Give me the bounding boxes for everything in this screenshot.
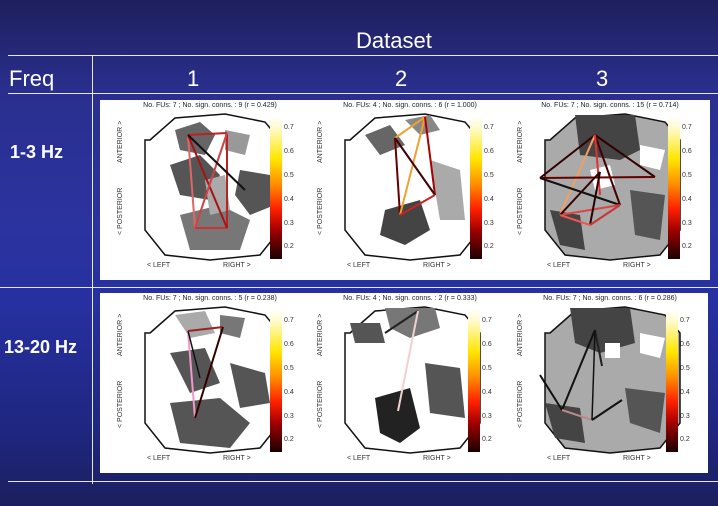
left-label: < LEFT	[147, 455, 171, 462]
colorbar-tick: 0.5	[682, 172, 692, 179]
panel-title: No. FUs: 7 ; No. sign. conns. : 9 (r = 0…	[143, 102, 277, 109]
dataset-header: Dataset	[356, 28, 432, 53]
freq-header: Freq	[9, 66, 55, 91]
colorbar-tick: 0.7	[482, 317, 492, 324]
posterior-label: < POSTERIOR	[117, 187, 124, 235]
colorbar-tick: 0.4	[682, 196, 692, 203]
anterior-label: ANTERIOR >	[517, 313, 524, 356]
colorbar-tick: 0.6	[680, 341, 690, 348]
brain-map-panel-r2-c1: No. FUs: 7 ; No. sign. conns. : 5 (r = 0…	[110, 293, 310, 468]
header-divider-bottom	[8, 93, 718, 94]
colorbar-tick: 0.4	[680, 389, 690, 396]
colorbar-tick: 0.7	[284, 124, 294, 131]
posterior-label: < POSTERIOR	[117, 380, 124, 428]
brain-map-panel-r1-c2: No. FUs: 4 ; No. sign. conns. : 6 (r = 1…	[310, 100, 510, 275]
posterior-label: < POSTERIOR	[517, 380, 524, 428]
anterior-label: ANTERIOR >	[317, 120, 324, 163]
colorbar	[470, 116, 482, 259]
colorbar-tick: 0.4	[284, 196, 294, 203]
colorbar	[666, 309, 678, 452]
colorbar-tick: 0.7	[484, 124, 494, 131]
brain-map	[344, 306, 481, 454]
right-label: RIGHT >	[223, 455, 251, 462]
panel-title: No. FUs: 4 ; No. sign. conns. : 6 (r = 1…	[343, 102, 477, 109]
colorbar-tick: 0.5	[680, 365, 690, 372]
colorbar-tick: 0.2	[482, 436, 492, 443]
colorbar-tick: 0.4	[482, 389, 492, 396]
brain-map	[144, 113, 281, 261]
colorbar-tick: 0.5	[284, 365, 294, 372]
column-header-2: 2	[395, 66, 408, 91]
colorbar	[468, 309, 480, 452]
colorbar-tick: 0.7	[682, 124, 692, 131]
row-divider	[0, 287, 718, 288]
right-label: RIGHT >	[423, 262, 451, 269]
right-label: RIGHT >	[223, 262, 251, 269]
colorbar	[270, 116, 282, 259]
right-label: RIGHT >	[623, 455, 651, 462]
colorbar-tick: 0.3	[482, 413, 492, 420]
colorbar-tick: 0.2	[682, 243, 692, 250]
colorbar-tick: 0.5	[484, 172, 494, 179]
colorbar-tick: 0.2	[484, 243, 494, 250]
header-divider-top	[8, 55, 718, 56]
colorbar-tick: 0.2	[680, 436, 690, 443]
brain-map	[344, 113, 481, 261]
colorbar-tick: 0.6	[284, 341, 294, 348]
colorbar-tick: 0.6	[682, 148, 692, 155]
freq-label-row-1: 1-3 Hz	[10, 142, 64, 162]
anterior-label: ANTERIOR >	[117, 313, 124, 356]
brain-map-panel-r1-c1: No. FUs: 7 ; No. sign. conns. : 9 (r = 0…	[110, 100, 310, 275]
panel-title: No. FUs: 7 ; No. sign. conns. : 6 (r = 0…	[543, 295, 677, 302]
colorbar-tick: 0.3	[682, 220, 692, 227]
right-label: RIGHT >	[623, 262, 651, 269]
colorbar-tick: 0.2	[284, 243, 294, 250]
freq-column-divider	[92, 56, 93, 484]
colorbar-tick: 0.3	[284, 413, 294, 420]
left-label: < LEFT	[347, 262, 371, 269]
freq-label-row-2: 13-20 Hz	[4, 337, 78, 357]
brain-map	[539, 113, 681, 261]
anterior-label: ANTERIOR >	[517, 120, 524, 163]
colorbar-tick: 0.5	[284, 172, 294, 179]
brain-map-panel-r1-c3: No. FUs: 7 ; No. sign. conns. : 15 (r = …	[510, 100, 710, 275]
colorbar-tick: 0.6	[284, 148, 294, 155]
colorbar-tick: 0.4	[484, 196, 494, 203]
colorbar	[270, 309, 282, 452]
posterior-label: < POSTERIOR	[517, 187, 524, 235]
table-bottom-line	[8, 481, 718, 482]
anterior-label: ANTERIOR >	[317, 313, 324, 356]
left-label: < LEFT	[547, 455, 571, 462]
colorbar-tick: 0.7	[284, 317, 294, 324]
left-label: < LEFT	[547, 262, 571, 269]
right-label: RIGHT >	[423, 455, 451, 462]
colorbar-tick: 0.6	[484, 148, 494, 155]
column-header-3: 3	[596, 66, 609, 91]
colorbar	[668, 116, 680, 259]
anterior-label: ANTERIOR >	[117, 120, 124, 163]
colorbar-tick: 0.7	[680, 317, 690, 324]
panel-title: No. FUs: 4 ; No. sign. conns. : 2 (r = 0…	[343, 295, 477, 302]
colorbar-tick: 0.3	[284, 220, 294, 227]
colorbar-tick: 0.4	[284, 389, 294, 396]
colorbar-tick: 0.2	[284, 436, 294, 443]
colorbar-tick: 0.3	[680, 413, 690, 420]
brain-map-panel-r2-c3: No. FUs: 7 ; No. sign. conns. : 6 (r = 0…	[510, 293, 710, 468]
column-header-1: 1	[187, 66, 200, 91]
posterior-label: < POSTERIOR	[317, 380, 324, 428]
posterior-label: < POSTERIOR	[317, 187, 324, 235]
brain-map-panel-r2-c2: No. FUs: 4 ; No. sign. conns. : 2 (r = 0…	[310, 293, 510, 468]
panel-title: No. FUs: 7 ; No. sign. conns. : 15 (r = …	[541, 102, 679, 109]
brain-map	[144, 306, 281, 454]
brain-map	[539, 306, 681, 454]
left-label: < LEFT	[347, 455, 371, 462]
colorbar-tick: 0.5	[482, 365, 492, 372]
colorbar-tick: 0.6	[482, 341, 492, 348]
panel-title: No. FUs: 7 ; No. sign. conns. : 5 (r = 0…	[143, 295, 277, 302]
colorbar-tick: 0.3	[484, 220, 494, 227]
left-label: < LEFT	[147, 262, 171, 269]
